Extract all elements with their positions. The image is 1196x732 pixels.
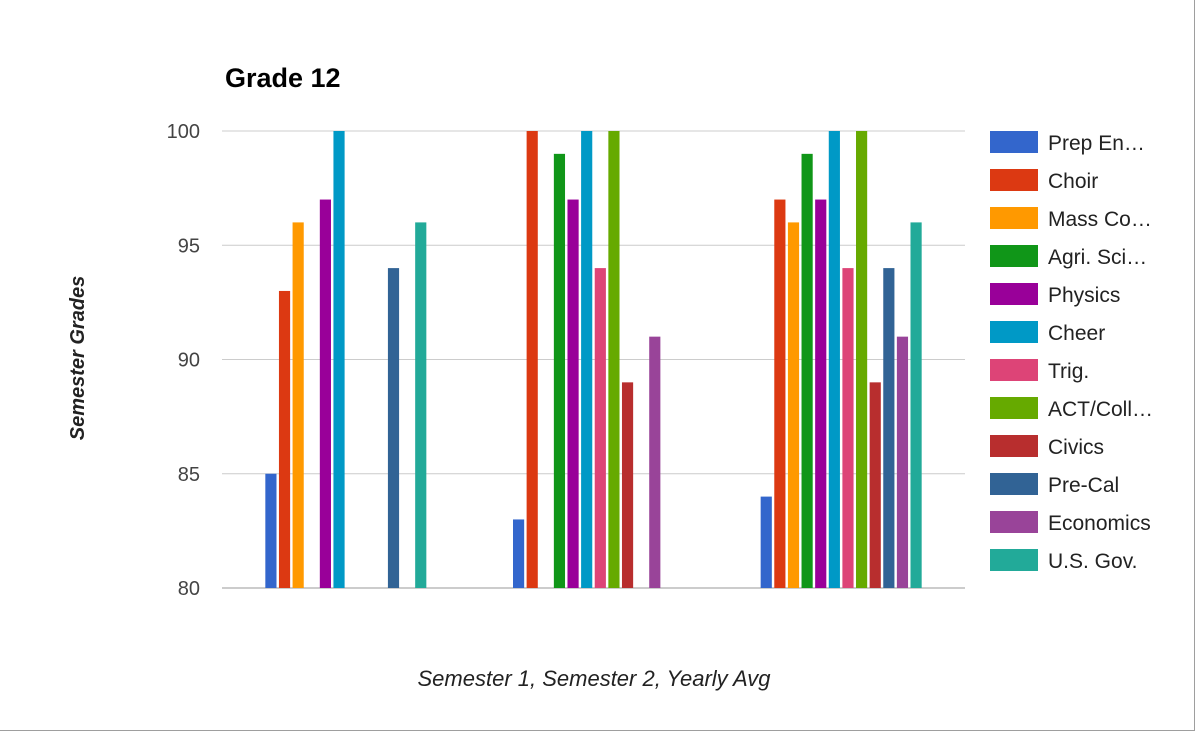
bar[interactable]: [553, 153, 566, 588]
y-tick-label: 90: [178, 350, 200, 372]
legend-label[interactable]: Trig.: [1048, 360, 1089, 383]
bar[interactable]: [649, 336, 661, 588]
legend-label[interactable]: Physics: [1048, 284, 1120, 307]
bar[interactable]: [319, 199, 331, 589]
legend-label[interactable]: Pre-Cal: [1048, 474, 1119, 497]
legend-swatch: [990, 131, 1038, 153]
bar[interactable]: [265, 473, 277, 588]
bar[interactable]: [760, 496, 772, 588]
bar[interactable]: [910, 222, 922, 588]
bar[interactable]: [815, 199, 827, 589]
legend-label[interactable]: Agri. Sci…: [1048, 246, 1147, 269]
bar[interactable]: [787, 222, 800, 588]
y-tick-label: 80: [178, 578, 200, 600]
y-tick-label: 100: [167, 121, 200, 143]
legend-swatch: [990, 549, 1038, 571]
bar[interactable]: [883, 268, 895, 588]
bar[interactable]: [801, 153, 813, 588]
legend-swatch: [990, 359, 1038, 381]
bar[interactable]: [896, 336, 909, 588]
legend-swatch: [990, 169, 1038, 191]
bar[interactable]: [621, 382, 634, 588]
bar[interactable]: [526, 131, 538, 588]
bar[interactable]: [608, 131, 620, 588]
legend-label[interactable]: Choir: [1048, 170, 1098, 193]
legend-label[interactable]: Mass Co…: [1048, 208, 1152, 231]
bar[interactable]: [567, 199, 579, 589]
legend-swatch: [990, 511, 1038, 533]
bar[interactable]: [828, 131, 840, 588]
legend-swatch: [990, 397, 1038, 419]
legend-label[interactable]: ACT/Coll…: [1048, 398, 1153, 421]
y-tick-label: 95: [178, 235, 200, 257]
legend-swatch: [990, 283, 1038, 305]
legend-swatch: [990, 435, 1038, 457]
bars: [265, 131, 922, 589]
x-axis-title: Semester 1, Semester 2, Yearly Avg: [418, 666, 772, 691]
legend-swatch: [990, 207, 1038, 229]
bar[interactable]: [774, 199, 786, 589]
y-tick-labels: 80 85 90 95 100: [167, 121, 200, 600]
bar[interactable]: [856, 131, 868, 588]
bar[interactable]: [594, 268, 606, 588]
legend-swatch: [990, 245, 1038, 267]
legend-swatch: [990, 473, 1038, 495]
bar[interactable]: [581, 131, 593, 588]
bar[interactable]: [278, 290, 291, 588]
y-tick-label: 85: [178, 464, 200, 486]
legend-label[interactable]: Cheer: [1048, 322, 1105, 345]
bar[interactable]: [387, 268, 400, 588]
legend[interactable]: Prep En… Choir Mass Co… Agri. Sci… Physics Ch…: [990, 131, 1153, 573]
gridlines: [222, 130, 965, 589]
bar[interactable]: [415, 222, 427, 588]
bar[interactable]: [333, 131, 345, 588]
bar[interactable]: [842, 268, 854, 588]
bar[interactable]: [292, 222, 304, 588]
bar[interactable]: [513, 519, 525, 588]
chart-title: Grade 12: [225, 63, 341, 93]
legend-swatch: [990, 321, 1038, 343]
legend-label[interactable]: U.S. Gov.: [1048, 550, 1137, 573]
y-axis-title: Semester Grades: [67, 276, 89, 441]
legend-label[interactable]: Prep En…: [1048, 132, 1145, 155]
bar[interactable]: [869, 382, 881, 588]
legend-label[interactable]: Economics: [1048, 512, 1151, 535]
legend-label[interactable]: Civics: [1048, 436, 1104, 459]
